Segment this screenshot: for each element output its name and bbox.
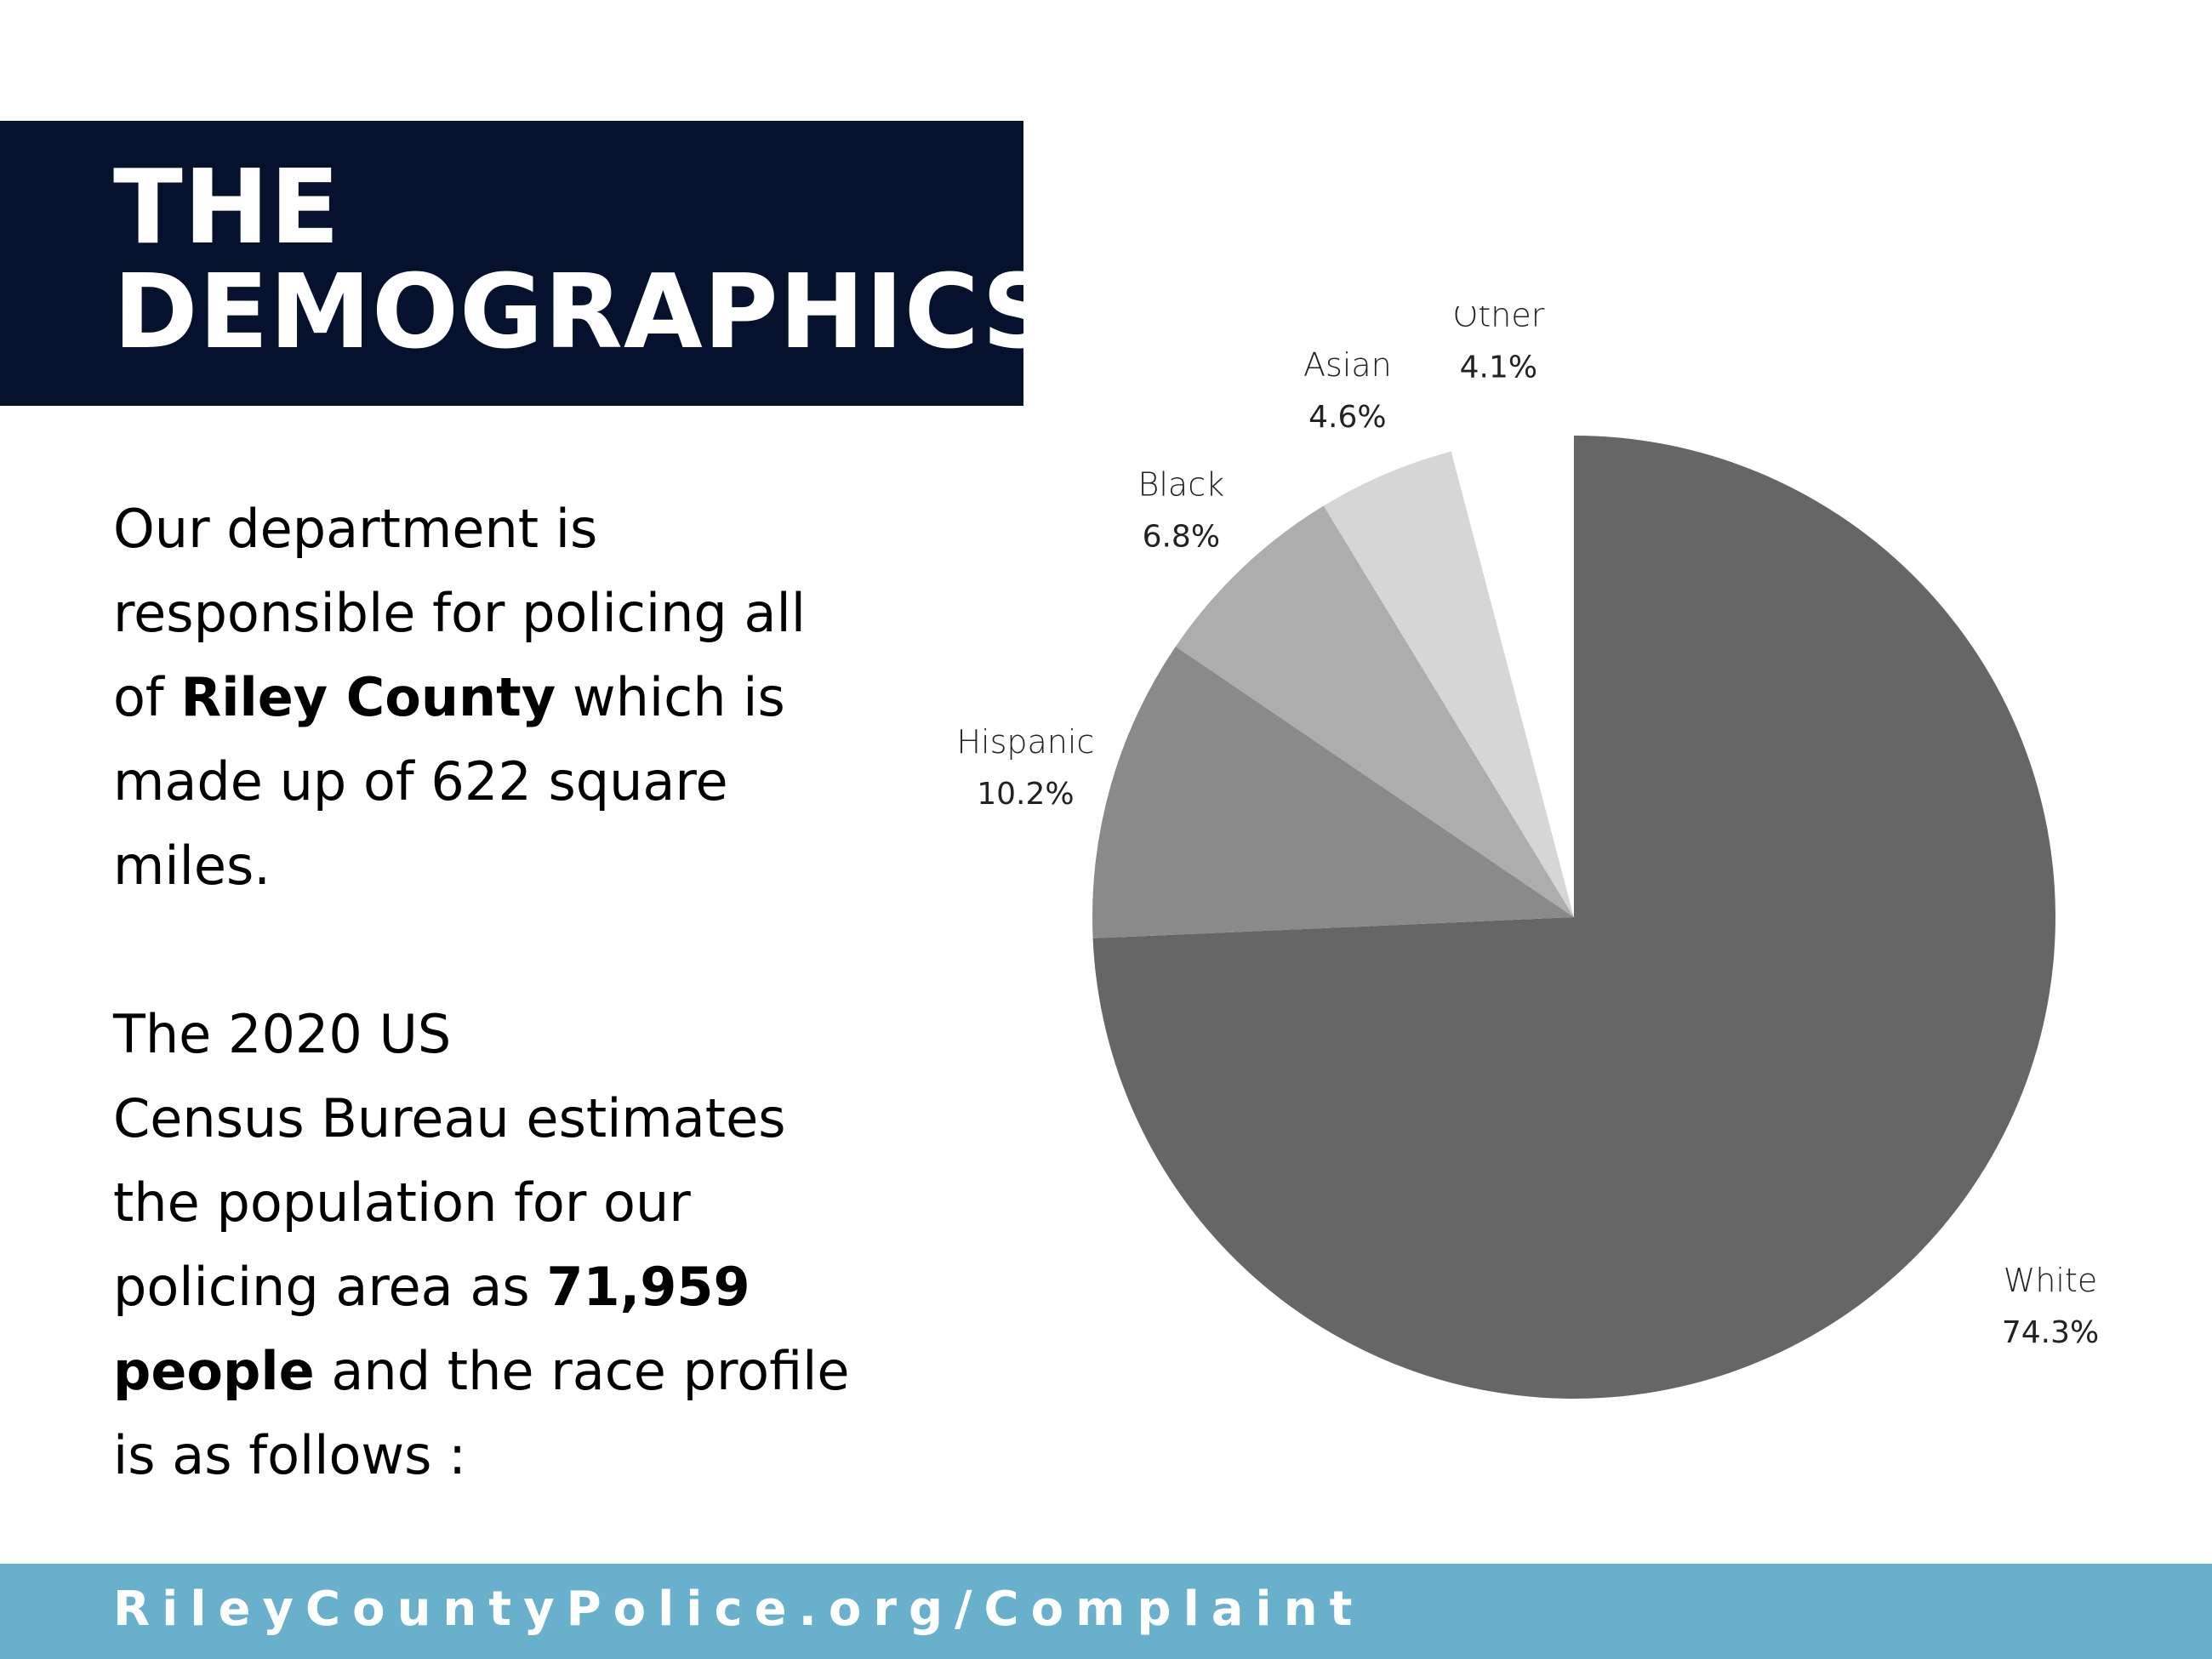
census-text: and the race profile (314, 1340, 850, 1402)
slice-label-asian: Asian (1303, 346, 1392, 384)
description-line: responsible for policing all (113, 582, 806, 644)
description-line: of Riley County which is (113, 655, 806, 739)
slice-label-other: Other (1452, 306, 1544, 334)
race-profile-pie-chart: White 74.3% Hispanic 10.2% Black 6.8% Asian 4.6… (956, 306, 2099, 1399)
department-description: Our department is responsible for polici… (113, 487, 806, 908)
slice-percent-other: 4.1% (1460, 351, 1537, 385)
footer-bar (0, 1564, 2212, 1659)
county-name: Riley County (180, 666, 556, 728)
description-text: which is (556, 666, 785, 728)
census-line: Census Bureau estimates (113, 1087, 786, 1149)
population-unit: people (113, 1340, 315, 1402)
pie-slice-other (1451, 436, 1574, 917)
description-text: of (113, 666, 181, 728)
slice-percent-hispanic: 10.2% (977, 777, 1074, 812)
slice-percent-black: 6.8% (1143, 520, 1220, 555)
census-line: The 2020 US (113, 1003, 452, 1065)
population-count: 71,959 (546, 1256, 750, 1318)
census-line: policing area as 71,959 (113, 1245, 850, 1329)
pie-slice-black (1175, 505, 1574, 917)
pie-slice-asian (1323, 451, 1574, 917)
census-line: is as follows : (113, 1424, 466, 1486)
description-line: made up of 622 square (113, 750, 728, 812)
complaint-url[interactable]: RileyCountyPolice.org/Complaint (113, 1582, 1365, 1637)
pie-slice-hispanic (1092, 646, 1574, 938)
page-title-line-2: DEMOGRAPHICS (113, 254, 1057, 372)
page-title-line-1: THE (113, 149, 341, 267)
slice-percent-asian: 4.6% (1308, 400, 1386, 435)
description-line: miles. (113, 835, 271, 897)
description-line: Our department is (113, 498, 598, 560)
title-banner (0, 121, 1023, 406)
pie-slice-white (1092, 436, 2056, 1399)
slice-label-white: White (2004, 1262, 2098, 1299)
census-line: the population for our (113, 1172, 691, 1234)
census-line: people and the race profile (113, 1329, 850, 1413)
slice-label-hispanic: Hispanic (956, 723, 1094, 761)
census-description: The 2020 US Census Bureau estimates the … (113, 992, 850, 1497)
slice-percent-white: 74.3% (2002, 1315, 2099, 1350)
slice-label-black: Black (1137, 466, 1224, 504)
census-text: policing area as (113, 1256, 547, 1318)
